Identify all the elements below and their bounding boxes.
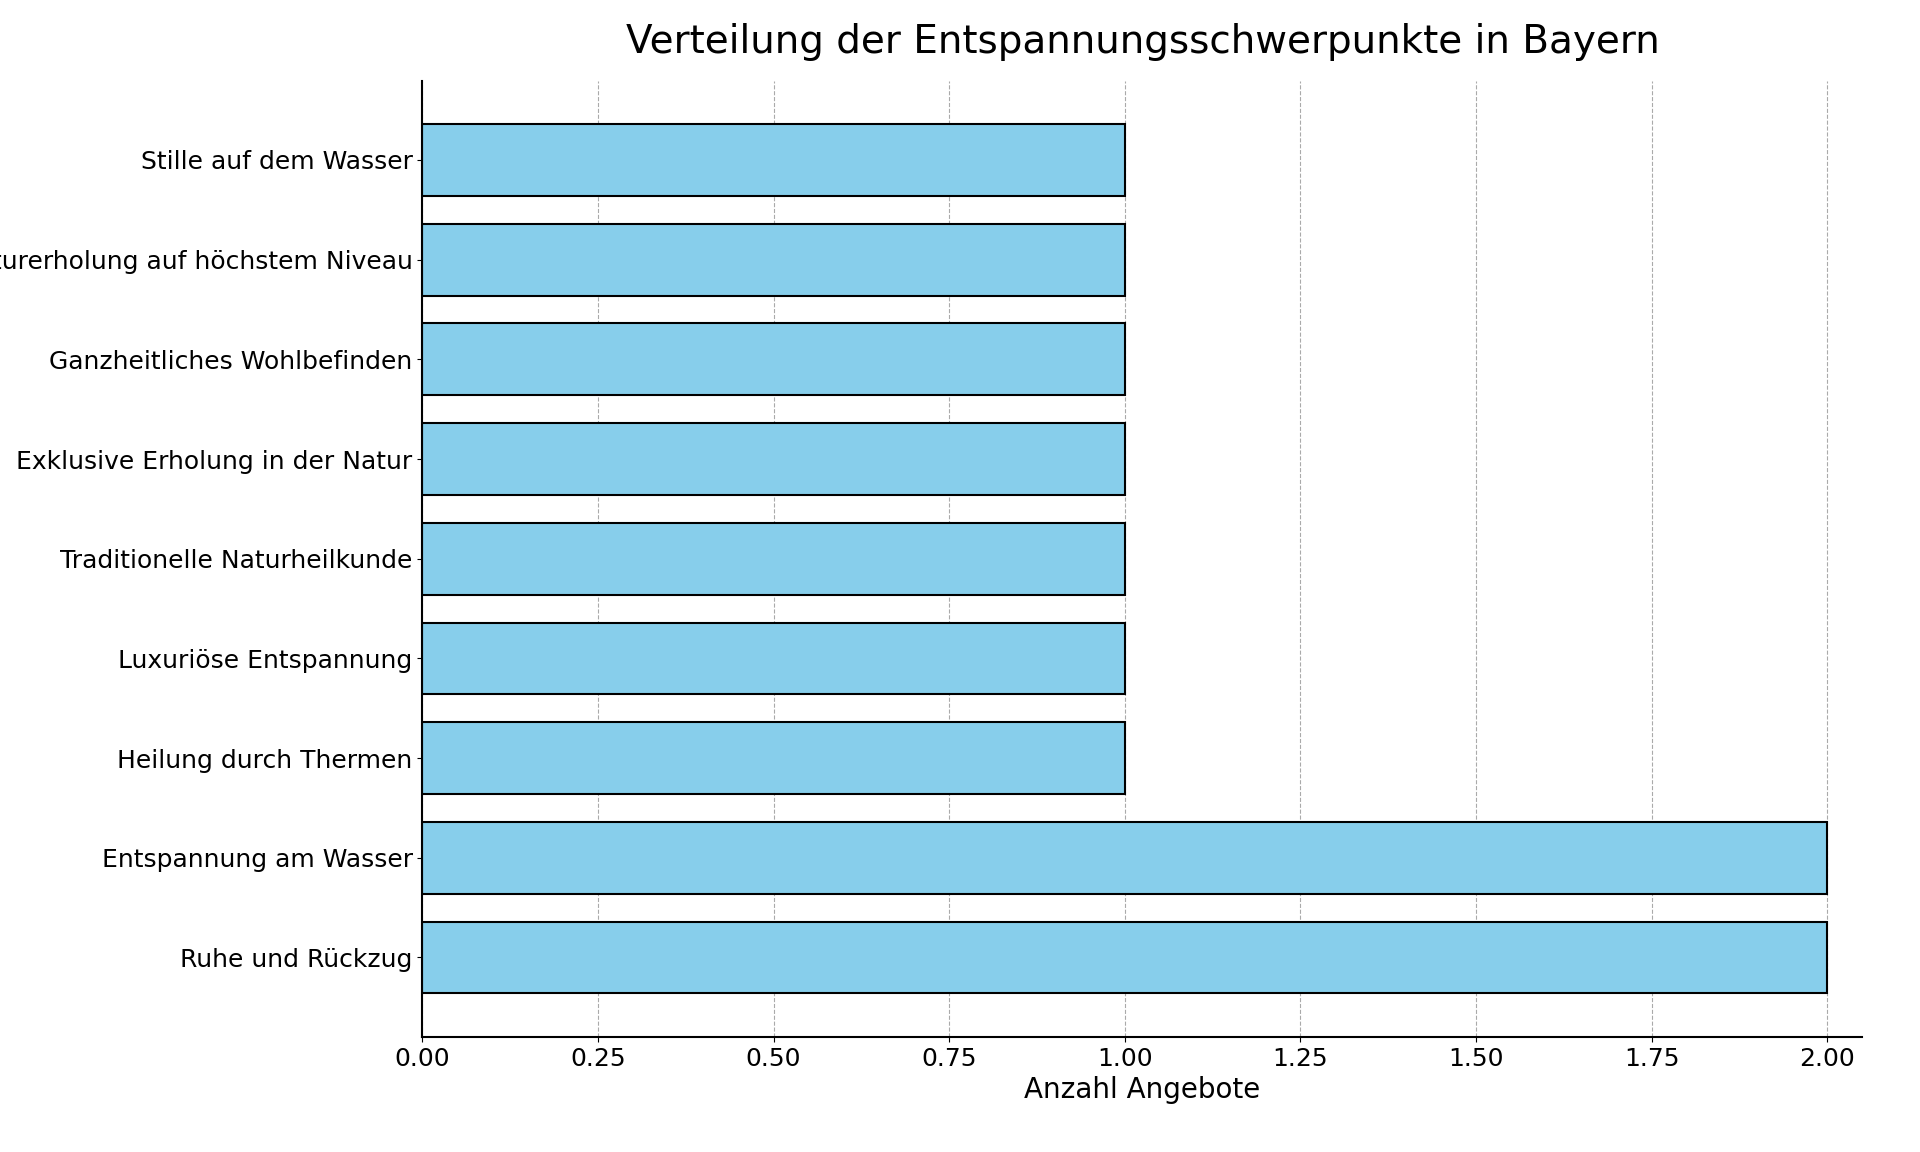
Bar	[422, 423, 1125, 495]
Bar	[422, 523, 1125, 594]
X-axis label: Anzahl Angebote: Anzahl Angebote	[1023, 1076, 1261, 1104]
Bar	[422, 922, 1828, 993]
Bar	[422, 223, 1125, 296]
Bar	[422, 324, 1125, 395]
Bar	[422, 722, 1125, 794]
Bar	[422, 124, 1125, 196]
Title: Verteilung der Entspannungsschwerpunkte in Bayern: Verteilung der Entspannungsschwerpunkte …	[626, 23, 1659, 61]
Bar	[422, 821, 1828, 894]
Bar	[422, 622, 1125, 695]
